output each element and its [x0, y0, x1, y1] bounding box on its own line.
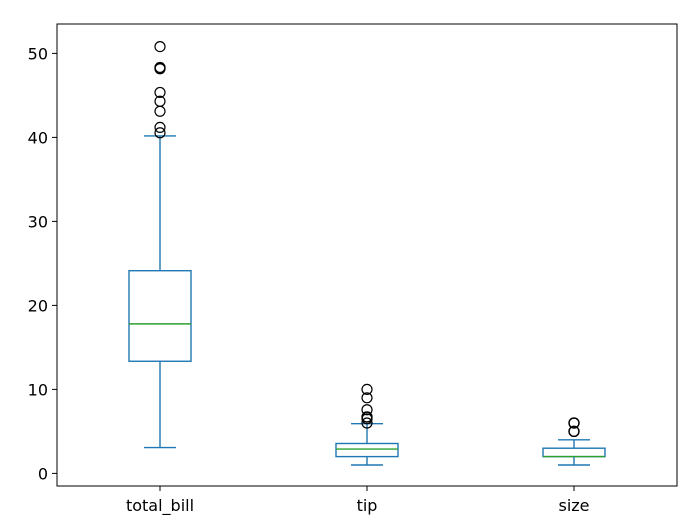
outlier-point: [361, 411, 373, 423]
y-tick-label: 50: [28, 44, 48, 63]
outlier-point: [154, 86, 166, 99]
axes: 0 10 20 30 40 50 total_bill tip size: [28, 23, 678, 516]
box-iqr: [335, 442, 399, 458]
x-tick-label: tip: [357, 496, 378, 515]
y-tick-label: 0: [38, 464, 48, 483]
y-tick-label: 30: [28, 212, 48, 231]
y-tick-label: 20: [28, 296, 48, 315]
outlier-point: [568, 425, 580, 437]
outlier-point: [154, 121, 166, 134]
outlier-point: [568, 417, 580, 429]
box-iqr: [128, 270, 192, 362]
outlier-point: [361, 404, 373, 416]
box-group-size: [542, 417, 606, 466]
x-tick-label: total_bill: [126, 496, 194, 516]
outlier-point: [361, 383, 373, 395]
outlier-point: [154, 127, 166, 139]
y-tick-label: 10: [28, 380, 48, 399]
outlier-point: [361, 417, 373, 429]
box-group-tip: [335, 383, 399, 466]
outlier-point: [154, 40, 166, 53]
outlier-point: [154, 95, 166, 107]
box-group-total_bill: [128, 40, 192, 449]
y-tick-label: 40: [28, 128, 48, 147]
plot-area: [128, 40, 606, 466]
x-tick-label: size: [558, 496, 589, 515]
outlier-point: [361, 392, 373, 404]
outlier-point: [154, 61, 166, 74]
